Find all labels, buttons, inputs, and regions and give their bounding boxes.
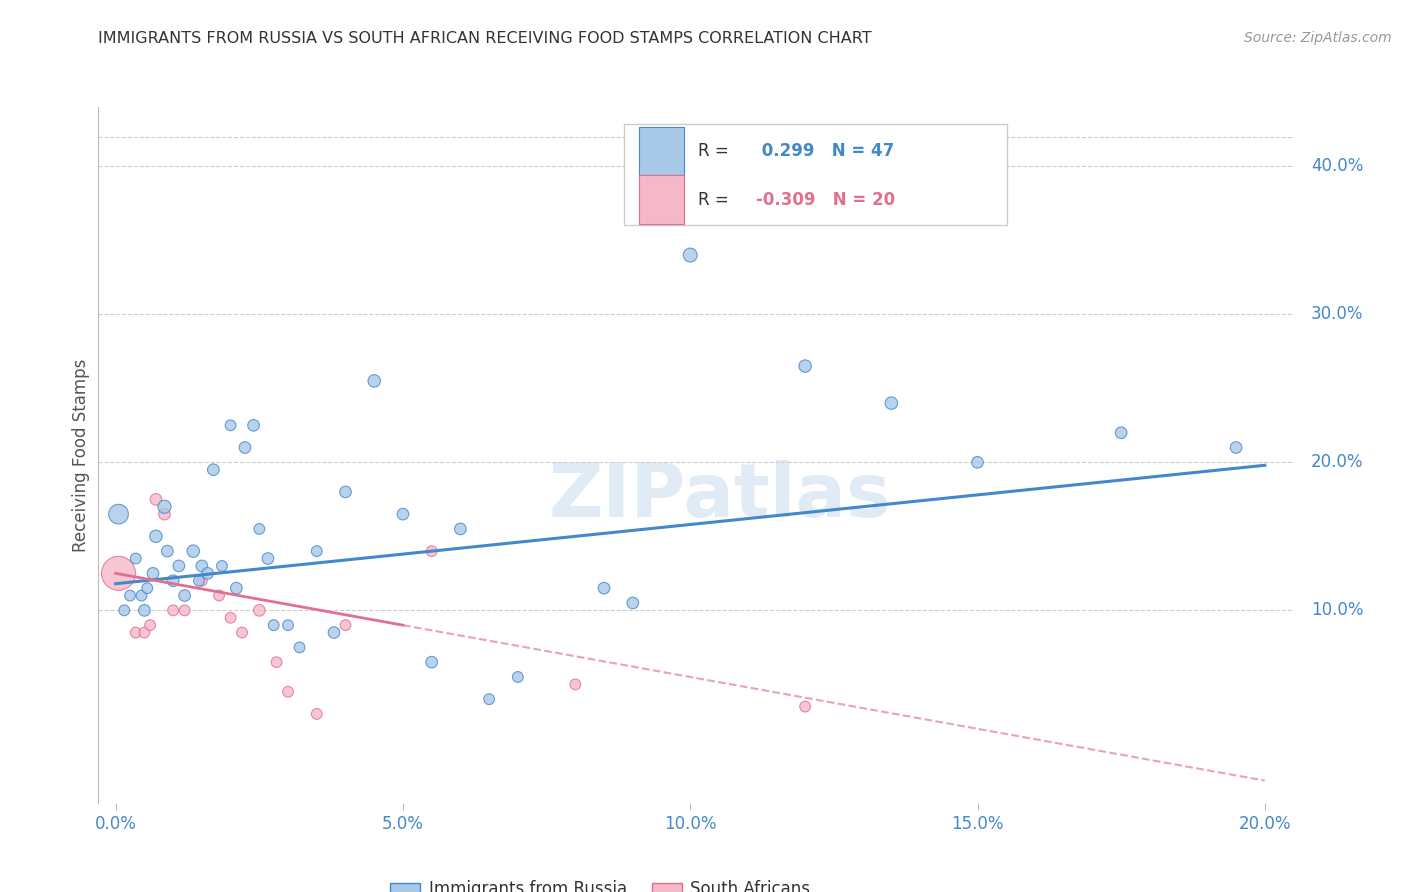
Point: [392, 507, 415, 521]
Point: [134, 603, 156, 617]
Point: [247, 603, 270, 617]
Point: [107, 507, 129, 521]
FancyBboxPatch shape: [624, 124, 1007, 226]
Point: [449, 522, 471, 536]
Point: [305, 544, 328, 558]
Point: [593, 581, 616, 595]
Point: [167, 558, 190, 573]
Point: [211, 558, 233, 573]
Point: [257, 551, 280, 566]
Point: [679, 248, 702, 262]
Point: [162, 603, 184, 617]
Point: [145, 529, 167, 543]
Point: [247, 522, 270, 536]
Text: -0.309   N = 20: -0.309 N = 20: [756, 191, 894, 209]
Point: [506, 670, 529, 684]
Point: [277, 685, 299, 699]
Point: [233, 441, 256, 455]
Point: [219, 611, 242, 625]
Text: R =: R =: [699, 191, 734, 209]
Text: ZIPatlas: ZIPatlas: [548, 460, 891, 533]
Legend: Immigrants from Russia, South Africans: Immigrants from Russia, South Africans: [384, 874, 817, 892]
Point: [880, 396, 903, 410]
Point: [197, 566, 219, 581]
Point: [263, 618, 285, 632]
Point: [188, 574, 211, 588]
Point: [134, 625, 156, 640]
Point: [107, 566, 129, 581]
Point: [1225, 441, 1247, 455]
Point: [966, 455, 988, 469]
Point: [191, 574, 214, 588]
Point: [621, 596, 644, 610]
Bar: [638, 175, 683, 224]
Point: [242, 418, 264, 433]
Point: [136, 581, 159, 595]
Point: [794, 359, 817, 373]
Bar: [638, 127, 683, 175]
Point: [266, 655, 288, 669]
Point: [208, 589, 231, 603]
Point: [225, 581, 247, 595]
Point: [1109, 425, 1132, 440]
Point: [131, 589, 153, 603]
Point: [323, 625, 346, 640]
Point: [335, 484, 357, 499]
Point: [112, 603, 135, 617]
Text: Source: ZipAtlas.com: Source: ZipAtlas.com: [1244, 31, 1392, 45]
Point: [181, 544, 204, 558]
Point: [305, 706, 328, 721]
Point: [219, 418, 242, 433]
Y-axis label: Receiving Food Stamps: Receiving Food Stamps: [72, 359, 90, 551]
Point: [153, 500, 176, 514]
Point: [335, 618, 357, 632]
Point: [156, 544, 179, 558]
Point: [173, 603, 195, 617]
Point: [363, 374, 385, 388]
Point: [145, 492, 167, 507]
Point: [420, 544, 443, 558]
Point: [231, 625, 253, 640]
Text: 30.0%: 30.0%: [1310, 305, 1364, 323]
Point: [125, 625, 148, 640]
Point: [153, 507, 176, 521]
Point: [173, 589, 195, 603]
Text: R =: R =: [699, 142, 734, 160]
Point: [420, 655, 443, 669]
Point: [277, 618, 299, 632]
Text: 10.0%: 10.0%: [1310, 601, 1364, 619]
Point: [191, 558, 214, 573]
Point: [564, 677, 586, 691]
Point: [162, 574, 184, 588]
Point: [125, 551, 148, 566]
Point: [142, 566, 165, 581]
Point: [139, 618, 162, 632]
Text: IMMIGRANTS FROM RUSSIA VS SOUTH AFRICAN RECEIVING FOOD STAMPS CORRELATION CHART: IMMIGRANTS FROM RUSSIA VS SOUTH AFRICAN …: [98, 31, 872, 46]
Text: 20.0%: 20.0%: [1310, 453, 1364, 471]
Point: [202, 463, 225, 477]
Point: [794, 699, 817, 714]
Point: [118, 589, 141, 603]
Point: [478, 692, 501, 706]
Text: 0.299   N = 47: 0.299 N = 47: [756, 142, 894, 160]
Point: [288, 640, 311, 655]
Text: 40.0%: 40.0%: [1310, 157, 1364, 175]
